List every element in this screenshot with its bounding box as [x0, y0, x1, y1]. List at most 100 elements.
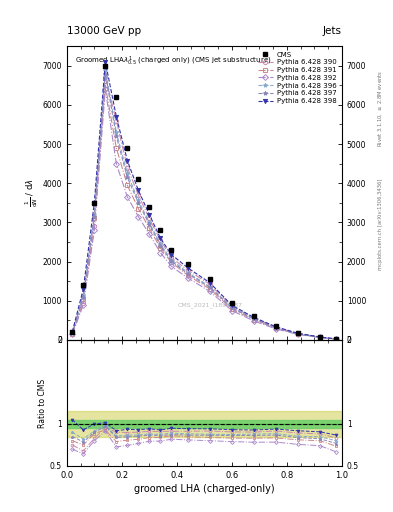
CMS [185, 261, 190, 267]
Bar [67, 411, 342, 437]
CMS [230, 300, 234, 306]
Pythia 6.428 398 [318, 334, 322, 340]
Pythia 6.428 398 [147, 211, 152, 218]
Pythia 6.428 398 [208, 280, 212, 286]
Pythia 6.428 392 [70, 331, 75, 337]
Pythia 6.428 397 [114, 133, 119, 139]
Pythia 6.428 391 [169, 259, 174, 265]
Pythia 6.428 391 [208, 286, 212, 292]
CMS [125, 145, 130, 151]
CMS [114, 94, 119, 100]
Pythia 6.428 392 [185, 275, 190, 281]
Pythia 6.428 397 [92, 214, 97, 220]
Pythia 6.428 391 [147, 225, 152, 231]
Pythia 6.428 397 [334, 336, 339, 342]
Pythia 6.428 397 [103, 71, 108, 77]
Pythia 6.428 397 [208, 284, 212, 290]
Pythia 6.428 392 [103, 86, 108, 92]
Pythia 6.428 390 [169, 254, 174, 261]
Pythia 6.428 397 [230, 305, 234, 311]
Text: Rivet 3.1.10, $\geq$ 2.8M events: Rivet 3.1.10, $\geq$ 2.8M events [376, 70, 384, 147]
Pythia 6.428 398 [334, 336, 339, 342]
Pythia 6.428 398 [103, 59, 108, 65]
Pythia 6.428 391 [103, 82, 108, 89]
Pythia 6.428 396 [158, 241, 163, 247]
Pythia 6.428 397 [296, 331, 300, 337]
Pythia 6.428 390 [136, 192, 141, 198]
Pythia 6.428 396 [185, 269, 190, 275]
X-axis label: groomed LHA (charged-only): groomed LHA (charged-only) [134, 484, 275, 494]
Line: Pythia 6.428 397: Pythia 6.428 397 [70, 72, 338, 341]
Pythia 6.428 390 [147, 216, 152, 222]
Pythia 6.428 397 [274, 325, 278, 331]
CMS [296, 330, 300, 336]
Pythia 6.428 396 [334, 336, 339, 342]
Pythia 6.428 392 [169, 263, 174, 269]
Line: Pythia 6.428 396: Pythia 6.428 396 [70, 68, 338, 341]
Pythia 6.428 398 [274, 324, 278, 330]
Pythia 6.428 397 [81, 294, 86, 300]
Pythia 6.428 398 [185, 265, 190, 271]
Y-axis label: Ratio to CMS: Ratio to CMS [38, 378, 47, 428]
CMS [81, 282, 86, 288]
CMS [147, 204, 152, 210]
Pythia 6.428 391 [158, 245, 163, 251]
Pythia 6.428 398 [70, 329, 75, 335]
Text: Jets: Jets [323, 26, 342, 36]
Pythia 6.428 397 [70, 330, 75, 336]
Pythia 6.428 396 [318, 334, 322, 340]
CMS [318, 333, 322, 339]
Pythia 6.428 397 [169, 258, 174, 264]
Pythia 6.428 391 [70, 331, 75, 337]
Pythia 6.428 392 [136, 214, 141, 220]
Line: Pythia 6.428 390: Pythia 6.428 390 [70, 75, 338, 341]
Pythia 6.428 392 [208, 288, 212, 294]
Pythia 6.428 397 [158, 243, 163, 249]
Pythia 6.428 396 [114, 129, 119, 135]
CMS [334, 336, 339, 342]
CMS [274, 323, 278, 329]
Pythia 6.428 390 [158, 237, 163, 243]
Line: Pythia 6.428 398: Pythia 6.428 398 [70, 60, 338, 341]
Pythia 6.428 390 [230, 303, 234, 309]
Pythia 6.428 392 [318, 334, 322, 340]
Bar [67, 420, 342, 428]
Pythia 6.428 397 [318, 334, 322, 340]
Pythia 6.428 391 [185, 272, 190, 279]
Pythia 6.428 390 [334, 336, 339, 342]
CMS [92, 200, 97, 206]
Pythia 6.428 390 [274, 324, 278, 330]
Pythia 6.428 392 [274, 326, 278, 332]
Line: Pythia 6.428 391: Pythia 6.428 391 [70, 83, 338, 341]
Y-axis label: $\frac{1}{\mathrm{d}N}$ / $\mathrm{d}\lambda$: $\frac{1}{\mathrm{d}N}$ / $\mathrm{d}\la… [23, 179, 40, 207]
Pythia 6.428 398 [158, 235, 163, 241]
Pythia 6.428 391 [92, 216, 97, 222]
Pythia 6.428 391 [296, 331, 300, 337]
Pythia 6.428 392 [252, 318, 256, 324]
CMS [70, 329, 75, 335]
Pythia 6.428 392 [334, 336, 339, 342]
Pythia 6.428 391 [274, 325, 278, 331]
Line: Pythia 6.428 392: Pythia 6.428 392 [70, 87, 338, 342]
Pythia 6.428 397 [147, 221, 152, 227]
Text: mcplots.cern.ch [arXiv:1306.3436]: mcplots.cern.ch [arXiv:1306.3436] [378, 178, 383, 270]
Pythia 6.428 398 [92, 200, 97, 206]
Pythia 6.428 396 [169, 257, 174, 263]
Pythia 6.428 396 [274, 325, 278, 331]
Pythia 6.428 390 [103, 74, 108, 80]
Text: Groomed LHA$\lambda^{1}_{0.5}$ (charged only) (CMS jet substructure): Groomed LHA$\lambda^{1}_{0.5}$ (charged … [75, 55, 272, 68]
Pythia 6.428 392 [230, 308, 234, 314]
Pythia 6.428 398 [136, 187, 141, 194]
Pythia 6.428 398 [252, 314, 256, 321]
Pythia 6.428 391 [125, 182, 130, 188]
Pythia 6.428 398 [125, 157, 130, 163]
Pythia 6.428 392 [125, 194, 130, 200]
Pythia 6.428 396 [230, 304, 234, 310]
Pythia 6.428 396 [125, 170, 130, 177]
Text: CMS_2021_I1894187: CMS_2021_I1894187 [177, 302, 242, 308]
Pythia 6.428 398 [230, 302, 234, 308]
Pythia 6.428 390 [208, 281, 212, 287]
Pythia 6.428 390 [185, 267, 190, 273]
Pythia 6.428 391 [230, 306, 234, 312]
CMS [169, 247, 174, 253]
